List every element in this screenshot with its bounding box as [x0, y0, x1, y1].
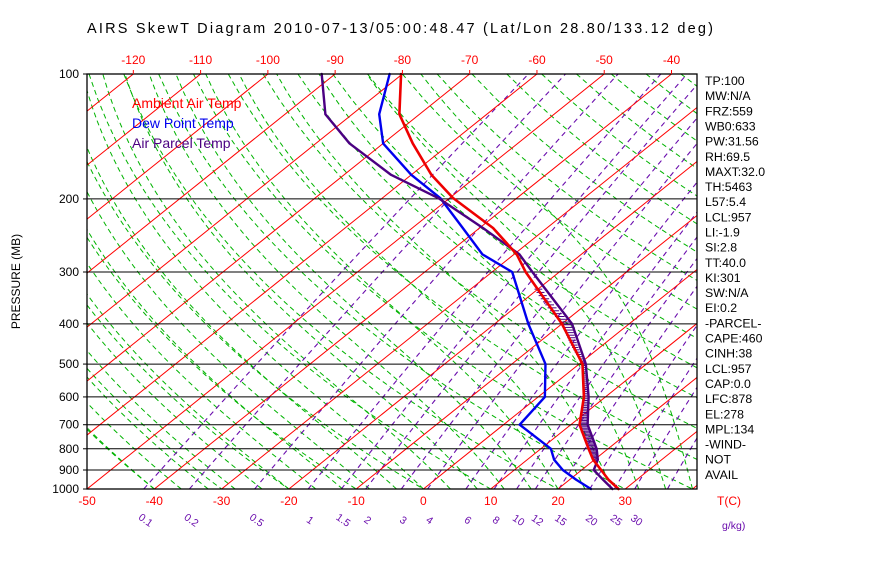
- svg-text:PW:31.56: PW:31.56: [705, 135, 759, 149]
- svg-text:AIRS SkewT Diagram 2010-07-13/: AIRS SkewT Diagram 2010-07-13/05:00:48.4…: [87, 21, 715, 37]
- svg-text:MAXT:32.0: MAXT:32.0: [705, 165, 765, 179]
- svg-text:600: 600: [59, 390, 79, 404]
- svg-text:CINH:38: CINH:38: [705, 347, 752, 361]
- svg-text:-WIND-: -WIND-: [705, 438, 746, 452]
- svg-text:LFC:878: LFC:878: [705, 392, 752, 406]
- svg-text:-70: -70: [461, 53, 479, 67]
- svg-text:700: 700: [59, 418, 79, 432]
- svg-text:LI:-1.9: LI:-1.9: [705, 226, 740, 240]
- svg-text:900: 900: [59, 463, 79, 477]
- svg-text:MPL:134: MPL:134: [705, 422, 754, 436]
- svg-text:LCL:957: LCL:957: [705, 210, 752, 224]
- svg-text:-20: -20: [280, 494, 298, 508]
- svg-text:-80: -80: [394, 53, 412, 67]
- svg-text:AVAIL: AVAIL: [705, 468, 738, 482]
- svg-text:LCL:957: LCL:957: [705, 362, 752, 376]
- svg-text:RH:69.5: RH:69.5: [705, 150, 750, 164]
- svg-text:-100: -100: [256, 53, 280, 67]
- svg-text:30: 30: [619, 494, 633, 508]
- svg-text:100: 100: [59, 67, 79, 81]
- svg-text:-40: -40: [663, 53, 681, 67]
- svg-text:800: 800: [59, 442, 79, 456]
- svg-text:-50: -50: [596, 53, 614, 67]
- svg-text:SI:2.8: SI:2.8: [705, 241, 737, 255]
- svg-text:L57:5.4: L57:5.4: [705, 195, 746, 209]
- svg-text:CAPE:460: CAPE:460: [705, 332, 763, 346]
- svg-text:-50: -50: [78, 494, 96, 508]
- svg-text:500: 500: [59, 357, 79, 371]
- svg-text:0: 0: [420, 494, 427, 508]
- svg-text:Ambient Air Temp: Ambient Air Temp: [132, 95, 242, 111]
- svg-text:MW:N/A: MW:N/A: [705, 89, 751, 103]
- svg-text:T(C): T(C): [717, 494, 741, 508]
- svg-text:WB0:633: WB0:633: [705, 120, 756, 134]
- svg-text:TH:5463: TH:5463: [705, 180, 752, 194]
- svg-text:-PARCEL-: -PARCEL-: [705, 316, 761, 330]
- svg-text:400: 400: [59, 317, 79, 331]
- svg-text:Air Parcel Temp: Air Parcel Temp: [132, 135, 231, 151]
- svg-text:200: 200: [59, 192, 79, 206]
- svg-text:Dew Point Temp: Dew Point Temp: [132, 115, 234, 131]
- svg-text:NOT: NOT: [705, 453, 731, 467]
- svg-text:SW:N/A: SW:N/A: [705, 286, 749, 300]
- svg-text:1000: 1000: [52, 482, 79, 496]
- svg-text:TP:100: TP:100: [705, 74, 745, 88]
- svg-text:-90: -90: [326, 53, 344, 67]
- svg-text:TT:40.0: TT:40.0: [705, 256, 746, 270]
- svg-text:EL:278: EL:278: [705, 407, 744, 421]
- svg-text:10: 10: [484, 494, 498, 508]
- svg-text:-10: -10: [348, 494, 366, 508]
- svg-text:KI:301: KI:301: [705, 271, 741, 285]
- svg-text:-120: -120: [121, 53, 145, 67]
- svg-text:PRESSURE (MB): PRESSURE (MB): [9, 234, 23, 329]
- svg-text:CAP:0.0: CAP:0.0: [705, 377, 751, 391]
- svg-text:EI:0.2: EI:0.2: [705, 301, 737, 315]
- svg-text:-30: -30: [213, 494, 231, 508]
- svg-text:-40: -40: [146, 494, 164, 508]
- svg-text:-110: -110: [189, 53, 212, 67]
- svg-text:-60: -60: [528, 53, 546, 67]
- svg-text:g/kg): g/kg): [722, 520, 745, 532]
- svg-text:FRZ:559: FRZ:559: [705, 104, 753, 118]
- svg-text:300: 300: [59, 265, 79, 279]
- svg-text:20: 20: [551, 494, 565, 508]
